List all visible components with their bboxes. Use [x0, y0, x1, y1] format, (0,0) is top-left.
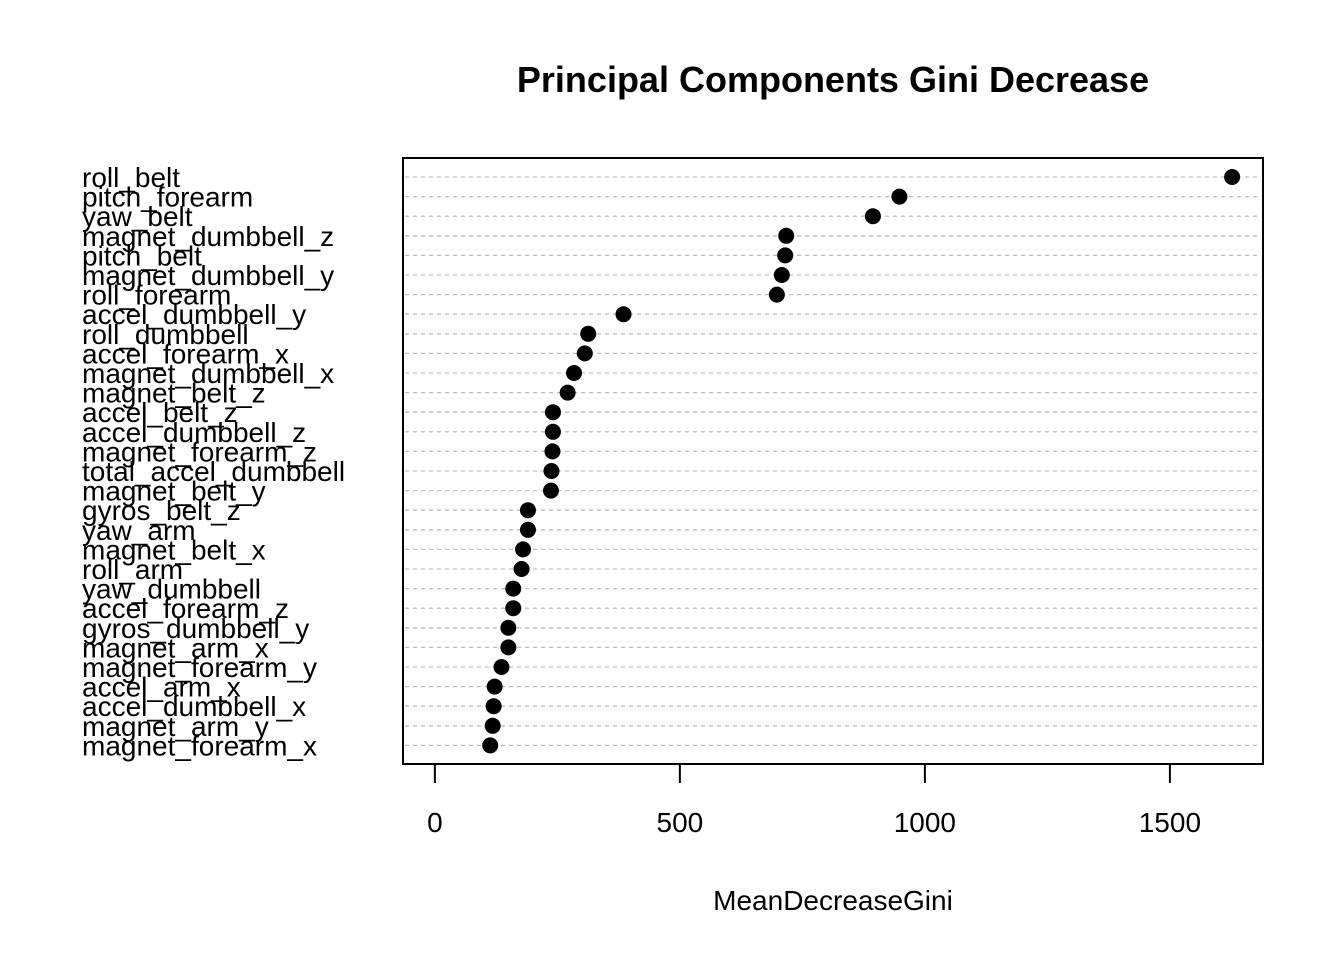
data-point — [544, 443, 561, 460]
data-point — [773, 267, 790, 283]
category-label: gyros_belt_z — [82, 495, 241, 526]
data-point — [1224, 169, 1241, 185]
category-label: yaw_belt — [82, 201, 193, 232]
category-label: pitch_forearm — [82, 182, 253, 213]
category-label: accel_belt_z — [82, 397, 238, 428]
data-point — [542, 482, 559, 499]
category-label: magnet_forearm_y — [82, 652, 317, 683]
category-label: roll_belt — [82, 162, 180, 193]
data-point — [485, 698, 502, 715]
category-label: magnet_forearm_x — [82, 730, 317, 761]
category-label: pitch_belt — [82, 240, 202, 271]
data-point — [544, 404, 561, 421]
data-point — [615, 306, 632, 323]
data-point — [864, 208, 881, 225]
data-point — [519, 521, 536, 538]
x-axis: 0 500 1000 1500 — [427, 763, 1201, 838]
category-label: roll_dumbbell — [82, 319, 249, 350]
data-point — [484, 717, 501, 734]
data-point — [580, 325, 597, 342]
data-point — [559, 384, 576, 401]
data-point — [500, 619, 517, 636]
data-points — [482, 169, 1241, 754]
category-label: accel_arm_x — [82, 672, 241, 703]
data-point — [768, 286, 785, 303]
category-label: accel_forearm_z — [82, 593, 289, 624]
category-label: accel_dumbbell_y — [82, 299, 306, 330]
data-point — [482, 737, 499, 754]
x-tick-label: 1500 — [1139, 807, 1201, 838]
category-label: total_accel_dumbbell — [82, 456, 345, 487]
chart-title: Principal Components Gini Decrease — [517, 59, 1149, 100]
category-label: roll_forearm — [82, 280, 231, 311]
data-point — [515, 541, 532, 558]
gridlines — [405, 176, 1261, 747]
category-label: magnet_dumbbell_x — [82, 358, 334, 389]
data-point — [513, 561, 530, 577]
category-label: magnet_belt_x — [82, 534, 266, 565]
category-labels: roll_beltpitch_forearmyaw_beltmagnet_dum… — [82, 162, 345, 761]
category-label: magnet_dumbbell_z — [82, 221, 334, 252]
category-label: accel_dumbbell_x — [82, 691, 306, 722]
data-point — [493, 659, 510, 675]
data-point — [778, 227, 795, 244]
category-label: yaw_dumbbell — [82, 574, 261, 605]
category-label: yaw_arm — [82, 515, 196, 546]
data-point — [891, 188, 908, 205]
category-label: magnet_belt_y — [82, 476, 266, 507]
x-tick-label: 1000 — [894, 807, 956, 838]
category-label: magnet_belt_z — [82, 378, 266, 409]
data-point — [505, 600, 522, 617]
x-axis-title: MeanDecreaseGini — [713, 885, 953, 916]
data-point — [777, 247, 794, 264]
category-label: magnet_dumbbell_y — [82, 260, 334, 291]
data-point — [543, 463, 560, 479]
category-label: magnet_forearm_z — [82, 436, 317, 467]
data-point — [486, 678, 503, 695]
plot-frame — [402, 157, 1264, 765]
category-label: roll_arm — [82, 554, 183, 585]
x-tick-label: 0 — [427, 807, 443, 838]
category-label: accel_dumbbell_z — [82, 417, 306, 448]
data-point — [519, 502, 536, 519]
x-tick-label: 500 — [657, 807, 704, 838]
category-label: gyros_dumbbell_y — [82, 613, 309, 644]
data-point — [544, 423, 561, 440]
category-label: magnet_arm_y — [82, 711, 269, 742]
data-point — [500, 639, 517, 656]
data-point — [576, 345, 593, 362]
category-label: magnet_arm_x — [82, 632, 269, 663]
data-point — [566, 365, 583, 381]
category-label: accel_forearm_x — [82, 338, 289, 369]
data-point — [505, 580, 522, 597]
